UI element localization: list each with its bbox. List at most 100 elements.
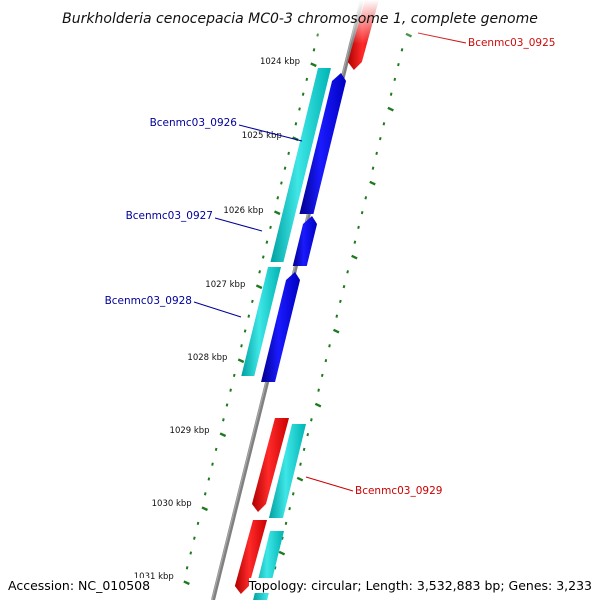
minor-tick — [393, 77, 397, 82]
kbp-label: 1028 kbp — [187, 353, 227, 363]
minor-tick — [310, 418, 313, 422]
minor-tick — [280, 181, 283, 185]
kbp-label: 1030 kbp — [152, 499, 192, 509]
major-tick — [201, 506, 208, 512]
major-tick — [219, 432, 227, 438]
minor-tick — [281, 536, 284, 540]
minor-tick — [378, 136, 382, 141]
minor-tick — [207, 477, 211, 481]
kbp-label: 1026 kbp — [223, 206, 263, 216]
minor-tick — [284, 521, 288, 526]
gene-strip — [241, 267, 281, 376]
minor-tick — [211, 462, 214, 466]
minor-tick — [269, 225, 272, 230]
minor-tick — [240, 344, 243, 348]
minor-tick — [298, 107, 301, 111]
cds-forward — [251, 418, 289, 512]
major-tick — [296, 476, 304, 482]
cds-reverse — [292, 216, 318, 266]
major-tick — [369, 180, 376, 186]
minor-tick — [273, 566, 277, 570]
kbp-label: 1031 kbp — [134, 572, 174, 582]
gene-strip — [270, 68, 331, 262]
minor-tick — [229, 388, 232, 392]
minor-tick — [299, 462, 302, 466]
major-tick — [273, 210, 281, 216]
minor-tick — [287, 151, 290, 156]
minor-tick — [357, 225, 360, 230]
kbp-label: 1024 kbp — [260, 57, 300, 67]
major-tick — [183, 580, 190, 586]
minor-tick — [324, 358, 328, 363]
gene-label: Bcenmc03_0926 — [150, 117, 238, 129]
minor-tick — [342, 284, 346, 289]
cds-reverse — [261, 272, 301, 382]
gene-leader-line — [214, 217, 263, 232]
minor-tick — [400, 48, 404, 52]
cds-forward — [234, 520, 267, 594]
minor-tick — [317, 388, 320, 392]
kbp-labels: 1024 kbp 1025 kbp 1026 kbp 1027 kbp 1028 kbp… — [134, 57, 300, 582]
gene-leader-line — [193, 301, 242, 318]
minor-tick — [339, 299, 342, 304]
major-tick — [310, 62, 317, 68]
minor-tick — [389, 92, 393, 96]
minor-tick — [185, 566, 189, 570]
minor-tick — [265, 240, 269, 244]
minor-tick — [364, 196, 368, 200]
kbp-label: 1027 kbp — [205, 280, 245, 290]
major-tick — [332, 328, 340, 334]
minor-tick — [306, 432, 310, 437]
major-tick — [387, 106, 394, 112]
minor-tick — [243, 329, 247, 333]
minor-tick — [375, 151, 378, 156]
minor-tick — [328, 344, 331, 348]
minor-tick — [203, 492, 207, 496]
minor-tick — [382, 122, 386, 126]
minor-tick — [214, 447, 218, 452]
minor-tick — [312, 48, 316, 52]
minor-tick — [360, 210, 364, 215]
gene-label: Bcenmc03_0927 — [126, 210, 213, 222]
minor-tick — [232, 373, 236, 378]
minor-tick — [283, 166, 287, 170]
major-tick — [278, 550, 286, 556]
map-title: Burkholderia cenocepacia MC0-3 chromosom… — [62, 11, 538, 27]
minor-tick — [302, 447, 306, 452]
minor-tick — [193, 536, 196, 540]
minor-tick — [291, 492, 295, 496]
minor-tick — [335, 314, 339, 318]
feature-track — [234, 0, 379, 600]
minor-tick — [288, 506, 291, 511]
minor-tick — [258, 270, 261, 274]
topology-label: Topology: circular; Length: 3,532,883 bp… — [248, 578, 592, 593]
gene-labels: Bcenmc03_0925Bcenmc03_0926Bcenmc03_0927B… — [105, 32, 555, 497]
minor-tick — [222, 418, 225, 422]
minor-tick — [320, 373, 324, 378]
minor-tick — [353, 240, 357, 244]
gene-leader-line — [238, 124, 303, 142]
accession-label: Accession: NC_010508 — [8, 578, 151, 593]
minor-tick — [196, 521, 200, 526]
minor-tick — [397, 62, 400, 67]
minor-tick — [276, 196, 280, 200]
gene-leader-line — [305, 476, 354, 492]
major-tick — [351, 254, 358, 260]
kbp-label: 1029 kbp — [170, 426, 210, 436]
minor-tick — [225, 403, 229, 407]
gene-label: Bcenmc03_0929 — [355, 485, 442, 497]
kbp-label: 1025 kbp — [242, 131, 282, 141]
minor-tick — [189, 551, 193, 555]
minor-tick — [305, 77, 309, 82]
major-tick — [255, 284, 263, 290]
minor-tick — [346, 270, 349, 274]
minor-tick — [251, 299, 254, 304]
minor-tick — [261, 255, 265, 259]
minor-tick — [294, 122, 298, 126]
top-fade — [0, 0, 600, 44]
major-tick — [237, 358, 245, 364]
tick-track-inner — [183, 33, 319, 586]
major-tick — [314, 402, 322, 408]
minor-tick — [301, 92, 305, 96]
